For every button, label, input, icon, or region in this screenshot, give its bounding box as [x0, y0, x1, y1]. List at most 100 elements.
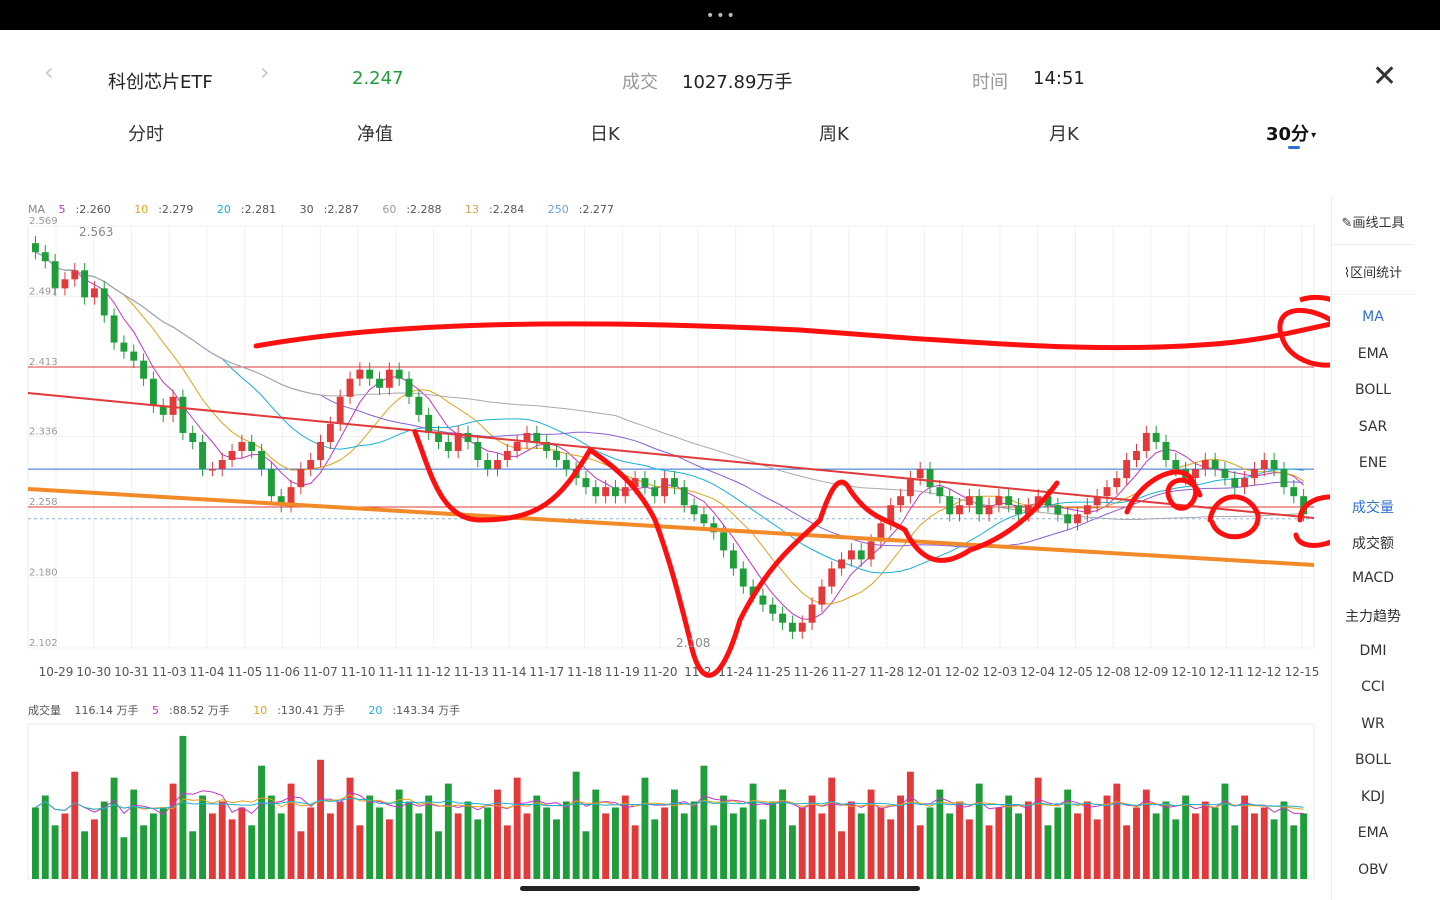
indicator-turnover[interactable]: 成交额	[1352, 536, 1394, 552]
ma-legend-item: 13:2.284	[465, 203, 534, 216]
vol10-value: :130.41 万手	[277, 704, 345, 717]
candle-body	[798, 622, 806, 632]
home-indicator[interactable]	[520, 886, 920, 891]
candle-body	[503, 451, 511, 461]
hand-drawn-annotations	[27, 294, 1330, 678]
volume-bar	[1241, 795, 1249, 879]
ma5-value: :2.260	[75, 203, 111, 216]
volume-bar	[287, 783, 295, 879]
indicator-ema[interactable]: EMA	[1357, 346, 1389, 362]
volume-bar	[641, 777, 649, 879]
tab-30min[interactable]: 30分 ▾	[1266, 120, 1316, 146]
volume-bar	[690, 801, 698, 879]
volume-bar	[1074, 813, 1081, 879]
time-label: 时间	[972, 72, 1008, 93]
volume-bar	[140, 825, 148, 879]
range-stats-button[interactable]: ⌇区间统计	[1332, 262, 1414, 281]
candle-body	[1015, 505, 1022, 515]
volume-bar	[120, 837, 128, 879]
ma-legend-prefix: MA	[28, 203, 46, 216]
indicator-boll-2[interactable]: BOLL	[1355, 752, 1391, 768]
candle-body	[385, 369, 393, 388]
x-tick-label: 11-13	[454, 665, 489, 679]
chevron-right-icon[interactable]: ›	[260, 58, 270, 86]
volume-bar	[149, 813, 157, 879]
indicator-sar[interactable]: SAR	[1358, 419, 1388, 435]
volume-bar	[435, 831, 442, 879]
candle-body	[1280, 469, 1288, 488]
high-annotation: 2.563	[79, 225, 113, 239]
volume-legend-value: 116.14 万手	[74, 704, 139, 717]
volume-bar	[621, 795, 629, 879]
ma30-key: 30	[299, 203, 314, 216]
candle-body	[425, 414, 433, 433]
multitask-dots[interactable]: •••	[706, 8, 737, 24]
indicator-obv[interactable]: OBV	[1358, 862, 1388, 878]
indicator-cci[interactable]: CCI	[1361, 679, 1385, 695]
x-tick-label: 12-10	[1171, 665, 1206, 679]
indicator-volume[interactable]: 成交量	[1352, 500, 1394, 516]
volume-bar	[199, 795, 207, 879]
candle-body	[248, 441, 256, 452]
candle-body	[769, 604, 777, 614]
candle-body	[1113, 478, 1121, 488]
indicator-ema-2[interactable]: EMA	[1357, 825, 1389, 841]
candle-body	[494, 460, 501, 470]
security-title: 科创芯片ETF	[108, 72, 213, 93]
indicator-ma[interactable]: MA	[1362, 309, 1384, 325]
vol-legend-item: 20:143.34 万手	[368, 704, 470, 717]
candle-body	[897, 496, 904, 506]
tab-monthly[interactable]: 月K	[1049, 124, 1079, 145]
close-icon[interactable]: ✕	[1372, 59, 1398, 94]
draw-tool-button[interactable]: ✎画线工具	[1332, 212, 1414, 231]
volume-bar	[828, 777, 836, 879]
dropdown-triangle-icon: ▾	[1311, 129, 1317, 141]
candle-body	[700, 514, 708, 524]
volume-bar	[1113, 783, 1121, 879]
volume-bar	[356, 825, 364, 879]
tab-nav[interactable]: 净值	[357, 124, 393, 145]
indicator-boll[interactable]: BOLL	[1355, 382, 1391, 398]
indicator-dmi[interactable]: DMI	[1359, 643, 1387, 659]
candle-body	[838, 559, 846, 569]
volume-bar	[169, 783, 177, 879]
candle-body	[867, 541, 875, 560]
volume-bar	[494, 789, 501, 879]
volume-value: 1027.89万手	[682, 72, 793, 93]
range-stats-icon: ⌇	[1343, 266, 1351, 281]
volume-bar	[415, 813, 423, 879]
volume-bar	[307, 807, 315, 879]
volume-bar	[218, 801, 226, 879]
candle-body	[553, 451, 560, 461]
candle-body	[317, 441, 324, 461]
volume-bar	[1270, 819, 1278, 879]
indicator-ene[interactable]: ENE	[1358, 455, 1388, 471]
chevron-left-icon[interactable]: ‹	[44, 58, 54, 86]
kline-chart[interactable]: 2.569 2.491 2.413 2.336 2.258 2.180 2.102 10-2…	[0, 0, 1330, 900]
tab-intraday[interactable]: 分时	[128, 124, 164, 145]
tab-weekly[interactable]: 周K	[819, 124, 849, 145]
volume-bar	[208, 813, 216, 879]
candle-body	[415, 396, 423, 415]
volume-bar	[975, 783, 983, 879]
x-tick-label: 12-01	[907, 665, 942, 679]
indicator-main-trend[interactable]: 主力趋势	[1345, 609, 1401, 625]
volume-bar	[788, 825, 796, 879]
volume-bar	[484, 807, 492, 879]
y-tick-label: 2.569	[29, 216, 58, 227]
volume-bar	[1034, 777, 1042, 879]
indicator-macd[interactable]: MACD	[1352, 570, 1394, 586]
indicator-kdj[interactable]: KDJ	[1360, 789, 1386, 805]
volume-bar	[100, 801, 108, 879]
volume-bar	[464, 801, 472, 879]
candle-body	[336, 396, 344, 424]
ma-legend-item: 250:2.277	[548, 203, 624, 216]
candle-body	[41, 252, 49, 262]
volume-bar	[985, 825, 993, 879]
tab-30min-label: 30分	[1266, 124, 1310, 145]
indicator-wr[interactable]: WR	[1361, 716, 1385, 732]
volume-bar	[1192, 813, 1199, 879]
vol5-value: :88.52 万手	[169, 704, 230, 717]
tab-daily[interactable]: 日K	[590, 124, 620, 145]
candle-body	[199, 441, 207, 470]
